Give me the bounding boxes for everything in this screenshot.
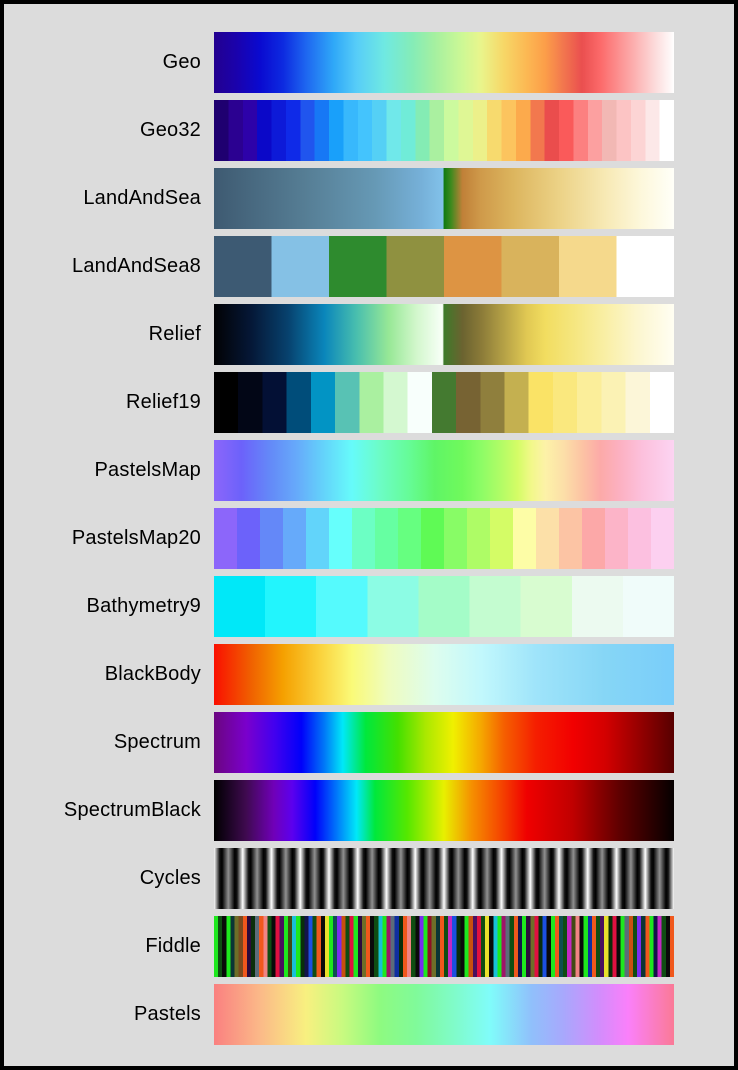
colormap-bar-pastels (214, 984, 674, 1045)
colormap-label-cell: SpectrumBlack (4, 780, 214, 841)
colormap-label-cell: Spectrum (4, 712, 214, 773)
colormap-row: Relief19 (4, 372, 734, 440)
colormap-row: Geo (4, 32, 734, 100)
colormap-label-cell: Relief19 (4, 372, 214, 433)
colormap-label: Geo (162, 51, 201, 73)
colormap-bar-fiddle (214, 916, 674, 977)
colormap-row: BlackBody (4, 644, 734, 712)
colormap-bar-relief (214, 304, 674, 365)
colormap-row: Bathymetry9 (4, 576, 734, 644)
colormap-row: PastelsMap20 (4, 508, 734, 576)
colormap-bar-relief19 (214, 372, 674, 433)
colormap-label-cell: Geo (4, 32, 214, 93)
colormap-label: PastelsMap20 (71, 527, 201, 549)
colormap-label: LandAndSea8 (72, 255, 201, 277)
colormap-label: Bathymetry9 (86, 595, 201, 617)
colormap-label: PastelsMap (94, 459, 201, 481)
colormap-bar-pastelsmap20 (214, 508, 674, 569)
colormap-label-cell: Relief (4, 304, 214, 365)
colormap-bar-geo32 (214, 100, 674, 161)
colormap-row: LandAndSea8 (4, 236, 734, 304)
colormap-label-cell: PastelsMap (4, 440, 214, 501)
colormap-row: SpectrumBlack (4, 780, 734, 848)
colormap-row: Geo32 (4, 100, 734, 168)
colormap-label: Fiddle (145, 935, 201, 957)
colormap-label-cell: Geo32 (4, 100, 214, 161)
colormap-label-cell: Fiddle (4, 916, 214, 977)
colormap-label: Relief (148, 323, 201, 345)
colormap-bar-geo (214, 32, 674, 93)
colormap-label-cell: Pastels (4, 984, 214, 1045)
colormap-row: LandAndSea (4, 168, 734, 236)
colormap-label: Cycles (139, 867, 201, 889)
colormap-rows: Geo Geo32 LandAndSea LandAndSea8 Relief … (4, 32, 734, 1052)
colormap-row: Fiddle (4, 916, 734, 984)
colormap-row: PastelsMap (4, 440, 734, 508)
colormap-bar-landandsea (214, 168, 674, 229)
colormap-row: Relief (4, 304, 734, 372)
colormap-label-cell: Bathymetry9 (4, 576, 214, 637)
colormap-label-cell: LandAndSea8 (4, 236, 214, 297)
colormap-bar-spectrum (214, 712, 674, 773)
colormap-row: Pastels (4, 984, 734, 1052)
colormap-label: LandAndSea (83, 187, 201, 209)
colormap-bar-cycles (214, 848, 674, 909)
colormap-row: Cycles (4, 848, 734, 916)
colormap-label: Geo32 (139, 119, 201, 141)
colormap-bar-blackbody (214, 644, 674, 705)
colormap-bar-pastelsmap (214, 440, 674, 501)
colormap-label: Relief19 (126, 391, 201, 413)
colormap-label-cell: PastelsMap20 (4, 508, 214, 569)
colormap-label: BlackBody (104, 663, 201, 685)
colormap-bar-spectrumblack (214, 780, 674, 841)
colormap-bar-landandsea8 (214, 236, 674, 297)
colormap-label: SpectrumBlack (63, 799, 201, 821)
colormap-bar-bathymetry9 (214, 576, 674, 637)
colormap-label: Pastels (134, 1003, 201, 1025)
colormap-label: Spectrum (113, 731, 201, 753)
colormap-row: Spectrum (4, 712, 734, 780)
colormap-label-cell: LandAndSea (4, 168, 214, 229)
colormap-label-cell: Cycles (4, 848, 214, 909)
colormap-label-cell: BlackBody (4, 644, 214, 705)
